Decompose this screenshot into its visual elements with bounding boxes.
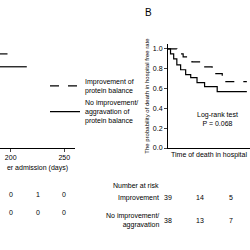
svg-text:1.0: 1.0 [153,45,163,52]
svg-text:0: 0 [62,209,66,216]
svg-text:0.4: 0.4 [153,105,163,112]
svg-text:Improvement ofprotein balance: Improvement ofprotein balance [85,78,134,95]
svg-text:No improvement/aggravation ofp: No improvement/aggravation ofprotein bal… [85,99,138,125]
svg-text:The probability of death in ho: The probability of death in hospital fre… [144,38,150,154]
svg-text:7: 7 [229,217,233,224]
svg-text:0: 0 [62,191,66,198]
svg-text:Improvement: Improvement [118,194,159,202]
svg-text:0: 0 [9,209,13,216]
svg-text:0.0: 0.0 [153,144,163,151]
svg-text:0.6: 0.6 [153,85,163,92]
svg-text:39: 39 [164,194,172,201]
svg-text:38: 38 [164,217,172,224]
svg-text:1: 1 [36,191,40,198]
svg-text:5: 5 [229,194,233,201]
svg-text:200: 200 [5,154,17,161]
svg-text:Number at risk: Number at risk [113,182,159,189]
svg-text:0.2: 0.2 [153,125,163,132]
svg-text:0: 0 [9,191,13,198]
svg-text:Time of death in hospital: Time of death in hospital [171,151,247,159]
svg-text:B: B [145,7,152,18]
svg-text:er admission (days): er admission (days) [7,164,68,172]
svg-text:13: 13 [196,217,204,224]
svg-text:14: 14 [196,194,204,201]
svg-text:No improvement/aggravation: No improvement/aggravation [106,212,159,229]
svg-text:0.8: 0.8 [153,65,163,72]
svg-text:250: 250 [58,154,70,161]
svg-text:0: 0 [36,209,40,216]
svg-text:Log-rank testP = 0.068: Log-rank testP = 0.068 [197,111,238,127]
